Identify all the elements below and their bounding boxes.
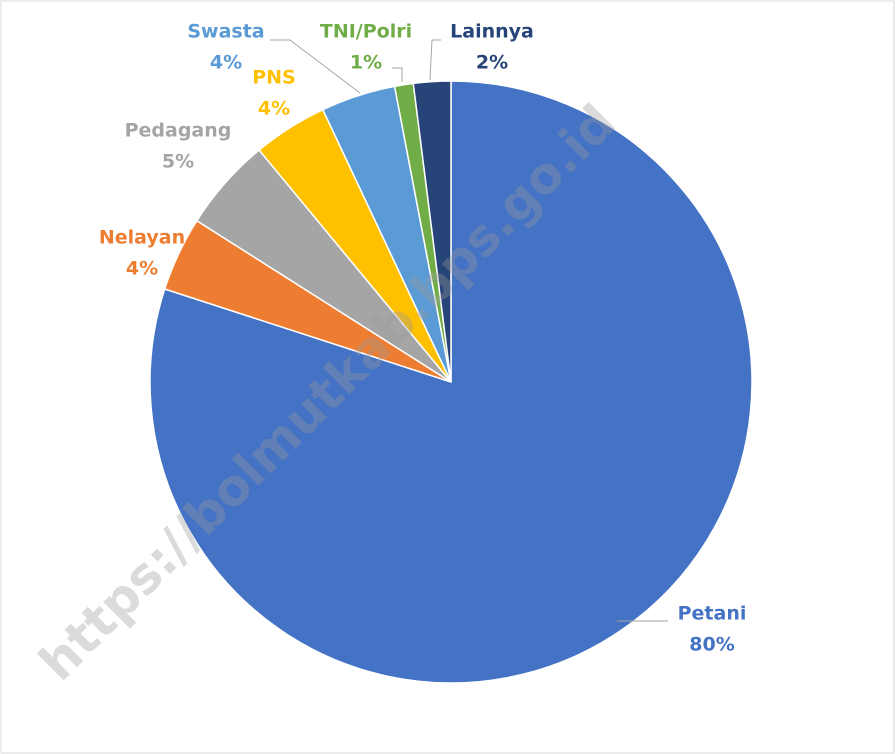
slice-value-label: 2% <box>476 52 508 74</box>
leader-line <box>429 39 441 81</box>
slice <box>412 80 452 383</box>
slice-label: Swasta <box>187 21 264 43</box>
slice-value-label: 5% <box>162 151 194 173</box>
labels: Petani 80% Nelayan 4% Pedagang 5% PNS 4% Swasta 4… <box>99 21 747 656</box>
slice-label: TNI/Polri <box>320 21 412 43</box>
leader-line <box>392 67 403 82</box>
slice-value-label: 4% <box>210 52 242 74</box>
pie <box>149 80 753 684</box>
slice-value-label: 80% <box>689 634 734 656</box>
leader-line <box>270 39 361 94</box>
slice-label: Pedagang <box>125 120 232 142</box>
slice-value-label: 1% <box>350 52 382 74</box>
slice-label: Lainnya <box>450 21 534 43</box>
slice-label: Petani <box>678 603 747 625</box>
slice-value-label: 4% <box>126 258 158 280</box>
slice-value-label: 4% <box>258 98 290 120</box>
slice-label: PNS <box>252 67 296 89</box>
slice-label: Nelayan <box>99 227 185 249</box>
